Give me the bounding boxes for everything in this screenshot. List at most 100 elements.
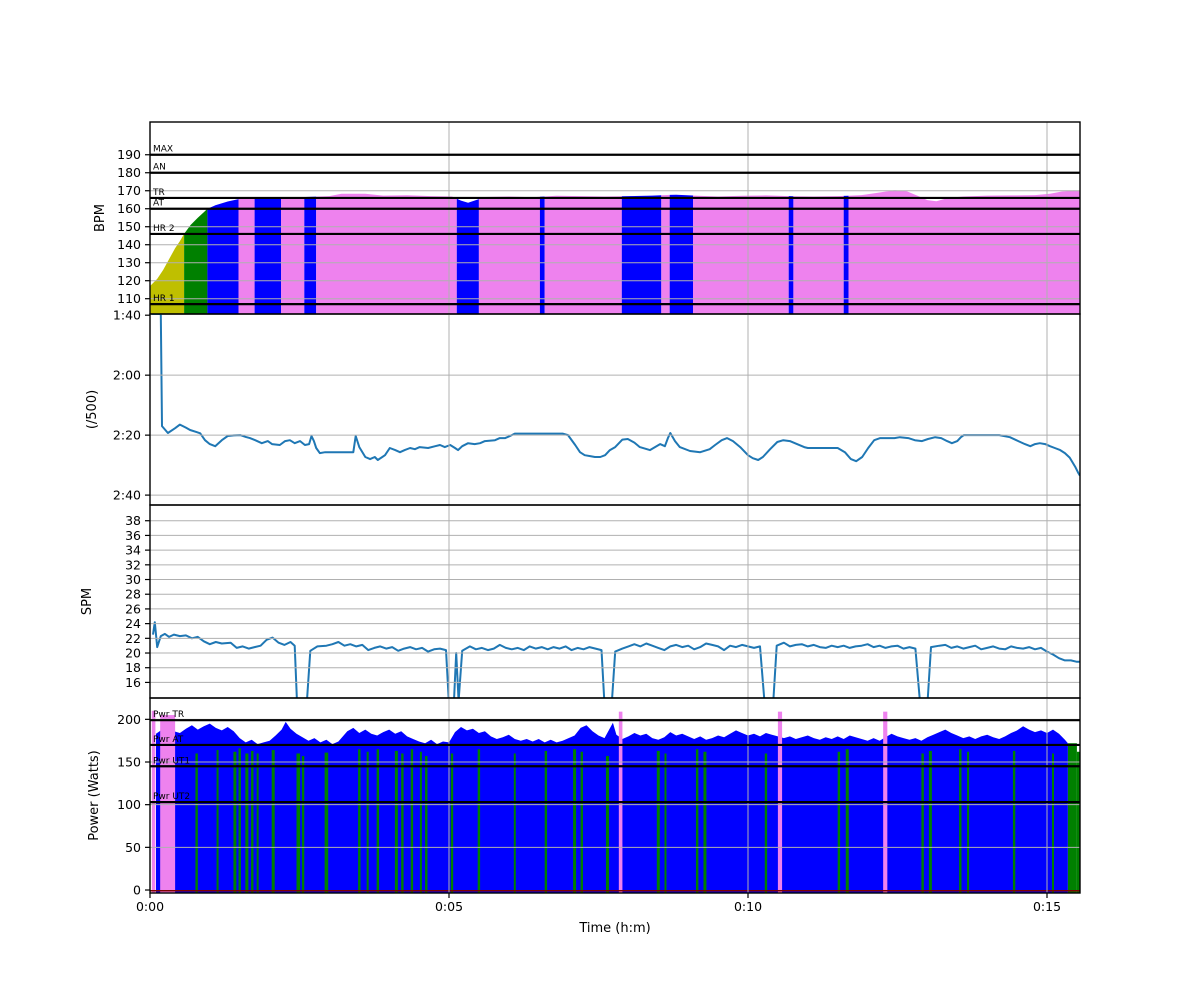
- pace-plot-area: [151, 314, 1080, 477]
- power-green-column: [837, 751, 841, 893]
- power-green-column: [845, 749, 849, 893]
- y-tick-label: 200: [117, 712, 141, 727]
- power-green-column: [251, 750, 254, 893]
- zone-line-label: HR 1: [153, 294, 175, 304]
- spm-plot-area: [152, 621, 1080, 698]
- power-plot-area: [150, 710, 1080, 893]
- hr-zone-area: [150, 233, 185, 314]
- hr-zone-area: [238, 198, 255, 314]
- hr-zone-area: [788, 196, 794, 314]
- power-green-column: [703, 751, 707, 893]
- hr-zone-area: [478, 196, 540, 314]
- y-tick-label: 120: [117, 273, 141, 288]
- hr-zone-area: [539, 196, 545, 314]
- y-tick-label: 32: [125, 557, 141, 572]
- hr-zone-area: [661, 194, 670, 314]
- x-tick-label: 0:15: [1033, 899, 1061, 914]
- power-end-green-block: [1067, 743, 1077, 893]
- power-green-column: [921, 753, 924, 893]
- panel-pace: 1:40 2:00 2:20 2:40 (/500): [85, 308, 1081, 506]
- y-tick-label: 28: [125, 587, 141, 602]
- power-green-column: [573, 749, 577, 893]
- power-green-column: [928, 750, 932, 893]
- power-green-column: [358, 749, 361, 893]
- power-green-column: [256, 753, 259, 893]
- power-green-column: [450, 753, 454, 893]
- power-green-column: [656, 750, 660, 893]
- y-tick-label: 20: [125, 646, 141, 661]
- hr-zone-area: [621, 195, 662, 314]
- panel-power: Pwr TR Pwr AT Pwr UT1 Pwr UT2 200 150 100 50 0 Po…: [87, 697, 1081, 898]
- power-green-column: [419, 751, 422, 893]
- y-tick-label: 36: [125, 528, 141, 543]
- power-green-column: [477, 749, 481, 893]
- zone-line-label: AT: [153, 199, 164, 209]
- power-green-column: [664, 753, 667, 893]
- hr-axis-label: BPM: [93, 204, 108, 232]
- zone-line-label: Pwr AT: [153, 735, 184, 745]
- hr-zone-area: [843, 195, 849, 314]
- hr-zone-area: [304, 196, 317, 314]
- y-tick-label: 130: [117, 255, 141, 270]
- power-green-column: [513, 753, 516, 893]
- y-tick-label: 34: [125, 543, 141, 558]
- power-axis-label: Power (Watts): [87, 750, 102, 841]
- zone-line-label: TR: [152, 188, 165, 198]
- pace-axis-label: (/500): [85, 390, 100, 429]
- hr-zone-area: [316, 193, 457, 314]
- power-green-column: [366, 751, 369, 893]
- x-tick-label: 0:10: [734, 899, 762, 914]
- y-tick-label: 16: [125, 675, 141, 690]
- y-tick-label: 100: [117, 797, 141, 812]
- power-green-column: [195, 753, 198, 893]
- y-tick-label: 170: [117, 183, 141, 198]
- power-green-column: [764, 753, 768, 893]
- power-green-column: [605, 756, 609, 893]
- power-green-column: [401, 753, 404, 893]
- zone-line-label: AN: [153, 163, 166, 173]
- zone-line-label: Pwr TR: [153, 710, 184, 720]
- power-green-column: [1012, 750, 1016, 893]
- power-end-green-block: [1076, 751, 1080, 893]
- power-green-column: [695, 749, 699, 893]
- spm-axis-label: SPM: [80, 588, 95, 615]
- x-tick-label: 0:05: [435, 899, 463, 914]
- y-tick-label: 2:00: [113, 368, 141, 383]
- y-tick-label: 160: [117, 201, 141, 216]
- power-green-column: [324, 752, 329, 893]
- y-tick-label: 26: [125, 601, 141, 616]
- y-tick-label: 1:40: [113, 308, 141, 323]
- x-axis: 0:00 0:05 0:10 0:15 Time (h:m): [136, 893, 1061, 936]
- zone-line-label: Pwr UT1: [153, 756, 190, 766]
- y-tick-label: 50: [125, 840, 141, 855]
- power-green-column: [238, 748, 241, 893]
- hr-zone-area: [693, 195, 789, 314]
- x-axis-label: Time (h:m): [578, 921, 650, 936]
- y-tick-label: 30: [125, 572, 141, 587]
- zone-line-label: HR 2: [153, 224, 175, 234]
- hr-zone-area: [669, 194, 693, 314]
- y-tick-label: 18: [125, 660, 141, 675]
- power-green-column: [580, 751, 583, 893]
- y-tick-label: 190: [117, 147, 141, 162]
- zone-line-label: MAX: [153, 145, 173, 155]
- power-border: [149, 697, 1081, 894]
- y-tick-label: 150: [117, 755, 141, 770]
- zone-line-label: Pwr UT2: [153, 792, 190, 802]
- y-tick-label: 180: [117, 165, 141, 180]
- y-tick-label: 140: [117, 237, 141, 252]
- hr-zone-area: [207, 199, 239, 314]
- y-tick-label: 24: [125, 616, 141, 631]
- pace-line: [151, 314, 1080, 477]
- power-green-column: [296, 753, 301, 893]
- power-green-column: [233, 751, 237, 893]
- y-tick-label: 150: [117, 219, 141, 234]
- power-green-column: [245, 753, 249, 893]
- power-green-column: [1051, 753, 1054, 893]
- power-green-column: [959, 749, 962, 893]
- power-green-column: [544, 750, 548, 893]
